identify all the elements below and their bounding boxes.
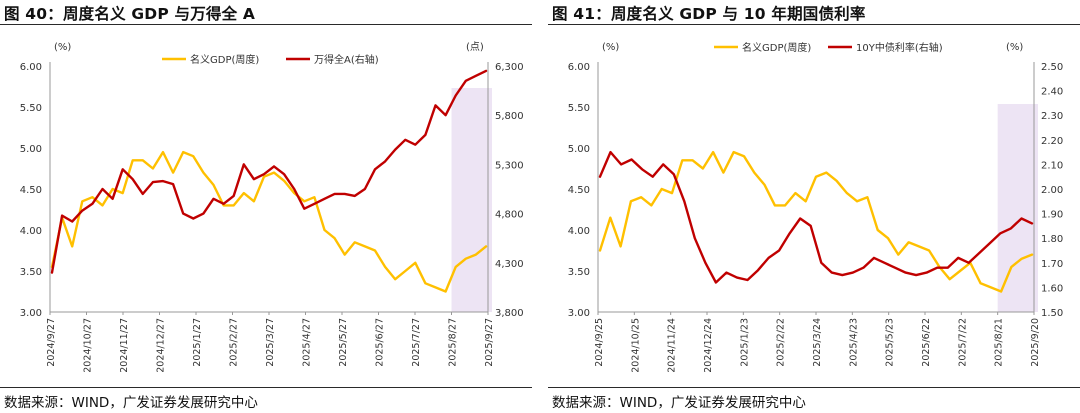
series-line-1: [50, 150, 488, 293]
x-tick-label: 2025/2/27: [229, 318, 240, 367]
series-line-2: [598, 150, 1034, 284]
x-tick-label: 2025/5/27: [338, 318, 349, 367]
gdp-vs-wind-a-chart: 6.00 5.50 5.00 4.50 4.00 3.50 3.00 6,300 5,800 5,…: [20, 41, 524, 373]
x-tick-label: 2025/8/27: [448, 318, 459, 367]
y2-tick-label: 6,300: [495, 62, 524, 73]
y2-tick-label: 4,300: [495, 259, 524, 270]
x-tick-label: 2025/7/22: [957, 318, 968, 367]
y-tick-label: 5.00: [20, 144, 42, 155]
y2-tick-label: 2.00: [1041, 185, 1063, 196]
y-tick-label: 5.50: [568, 103, 590, 114]
x-tick-label: 2024/11/24: [667, 318, 678, 373]
y-tick-label: 4.00: [20, 226, 42, 237]
x-tick-label: 2024/9/25: [594, 318, 605, 367]
x-tick-label: 2025/1/23: [739, 318, 750, 367]
source-note: 数据来源：WIND，广发证券发展研究中心: [4, 395, 258, 411]
y-tick-label: 3.00: [20, 308, 42, 319]
legend-label-2: 万得全A(右轴): [314, 53, 379, 66]
y-tick-label: 4.00: [568, 226, 590, 237]
highlight-region: [451, 88, 492, 312]
x-tick-label: 2025/9/20: [1030, 318, 1041, 367]
x-tick-label: 2025/6/27: [375, 318, 386, 367]
bottom-divider: [548, 387, 1080, 388]
bottom-divider: [0, 387, 532, 388]
y2-tick-label: 5,300: [495, 160, 524, 171]
y2-tick-label: 2.20: [1041, 136, 1063, 147]
y-tick-label: 5.00: [568, 144, 590, 155]
y2-tick-label: 4,800: [495, 210, 524, 221]
x-tick-label: 2025/2/22: [776, 318, 787, 367]
y2-tick-label: 2.30: [1041, 111, 1063, 122]
legend-label-1: 名义GDP(周度): [190, 53, 259, 66]
figure-title: 图 40：周度名义 GDP 与万得全 A: [4, 5, 256, 23]
gdp-vs-10y-yield-chart: 6.00 5.50 5.00 4.50 4.00 3.50 3.00 2.50 2.40 2.30…: [568, 41, 1064, 373]
y-axis-unit: (%): [602, 42, 619, 53]
y2-tick-label: 3,800: [495, 308, 524, 319]
title-divider: [548, 24, 1080, 25]
source-note: 数据来源：WIND，广发证券发展研究中心: [552, 395, 806, 411]
x-tick-label: 2025/3/27: [265, 318, 276, 367]
x-tick-label: 2025/9/27: [484, 318, 495, 367]
x-tick-label: 2025/4/23: [848, 318, 859, 367]
y2-tick-label: 1.60: [1041, 283, 1063, 294]
y-tick-label: 6.00: [20, 62, 42, 73]
y-tick-label: 4.50: [568, 185, 590, 196]
y-tick-label: 5.50: [20, 103, 42, 114]
x-tick-label: 2024/12/24: [703, 318, 714, 373]
x-tick-label: 2024/9/27: [46, 318, 57, 367]
y-tick-label: 3.50: [20, 267, 42, 278]
y2-tick-label: 5,800: [495, 111, 524, 122]
y2-tick-label: 1.70: [1041, 259, 1063, 270]
series-line-2: [50, 69, 488, 274]
x-tick-label: 2025/6/22: [921, 318, 932, 367]
x-tick-label: 2024/12/27: [156, 318, 167, 373]
x-tick-label: 2025/3/24: [812, 318, 823, 367]
y-tick-label: 4.50: [20, 185, 42, 196]
y2-tick-label: 2.50: [1041, 62, 1063, 73]
x-tick-label: 2025/7/27: [411, 318, 422, 367]
legend-label-1: 名义GDP(周度): [742, 41, 811, 54]
x-tick-label: 2025/8/21: [994, 318, 1005, 367]
y2-axis-unit: (%): [1006, 42, 1023, 53]
x-tick-label: 2025/5/23: [885, 318, 896, 367]
y2-tick-label: 1.80: [1041, 234, 1063, 245]
x-tick-label: 2025/4/27: [302, 318, 313, 367]
title-divider: [0, 24, 532, 25]
legend-label-2: 10Y中债利率(右轴): [856, 41, 943, 54]
y2-tick-label: 1.90: [1041, 210, 1063, 221]
figure-title: 图 41：周度名义 GDP 与 10 年期国债利率: [552, 5, 866, 23]
y-tick-label: 3.00: [568, 308, 590, 319]
highlight-region: [997, 104, 1038, 312]
y-axis-unit: (%): [54, 42, 71, 53]
y2-tick-label: 2.10: [1041, 160, 1063, 171]
y2-tick-label: 1.50: [1041, 308, 1063, 319]
y2-axis-unit: (点): [466, 41, 484, 53]
y2-tick-label: 2.40: [1041, 87, 1063, 98]
y-tick-label: 3.50: [568, 267, 590, 278]
x-tick-label: 2024/10/27: [83, 318, 94, 373]
x-tick-label: 2024/10/25: [630, 318, 641, 373]
x-tick-label: 2024/11/27: [119, 318, 130, 373]
x-tick-label: 2025/1/27: [192, 318, 203, 367]
y-tick-label: 6.00: [568, 62, 590, 73]
series-line-1: [598, 150, 1034, 293]
left-chart-panel: 图 40：周度名义 GDP 与万得全 A 6.00 5.50 5.00 4.50 4.0…: [0, 0, 532, 413]
right-chart-panel: 图 41：周度名义 GDP 与 10 年期国债利率 6.00 5.50 5.00 4.…: [548, 0, 1080, 413]
